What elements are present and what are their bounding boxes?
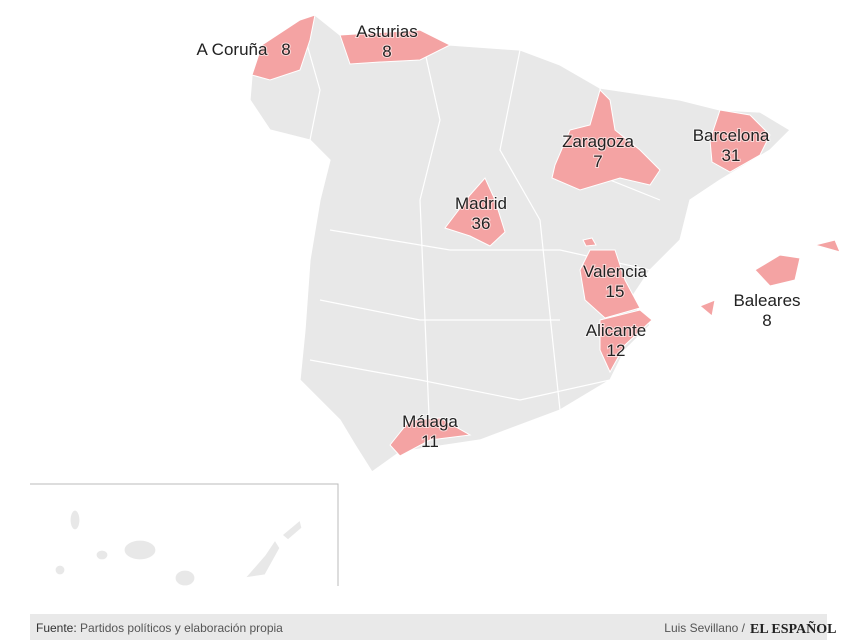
province-count: 8 [762, 311, 771, 330]
province-count: 12 [607, 341, 626, 360]
spain-base [54, 14, 791, 587]
footer-author: Luis Sevillano / [664, 621, 745, 635]
province-name: Málaga [402, 412, 458, 431]
province-count: 15 [606, 282, 625, 301]
province-shape [389, 417, 472, 457]
province-name: Alicante [586, 321, 646, 340]
province-count: 7 [593, 152, 602, 171]
province-name: Madrid [455, 194, 507, 213]
province-shape [599, 309, 653, 374]
province-shape [444, 177, 506, 247]
province-name: Zaragoza [562, 132, 634, 151]
province-count: 36 [472, 214, 491, 233]
footer-brand: EL ESPAÑOL [750, 619, 837, 637]
province-shape [251, 14, 316, 81]
province-name: Barcelona [693, 126, 770, 145]
province-name: Valencia [583, 262, 647, 281]
source-label: Fuente: [36, 621, 77, 635]
province-shape [709, 109, 771, 173]
province-labels: A Coruña 8Asturias8Zaragoza7Barcelona31Ma… [196, 21, 802, 452]
inset-frame [30, 483, 339, 586]
province-shape [551, 89, 661, 191]
footer-bar [30, 614, 827, 640]
province-count: 11 [421, 432, 439, 451]
province-shape [754, 254, 801, 287]
province-shape [339, 29, 452, 65]
highlighted-provinces [251, 14, 841, 457]
province-name: Baleares [733, 291, 800, 310]
province-shape [699, 299, 716, 317]
province-shape [813, 239, 841, 253]
province-count: 8 [281, 40, 290, 59]
footer-source: Fuente: Partidos políticos y elaboración… [36, 621, 283, 635]
province-name: A Coruña [197, 40, 268, 59]
province-count: 31 [722, 146, 741, 165]
province-count: 8 [382, 42, 391, 61]
source-text: Partidos políticos y elaboración propia [80, 621, 283, 635]
province-name: Asturias [356, 22, 417, 41]
province-shape [579, 249, 641, 319]
province-shape [582, 237, 597, 247]
